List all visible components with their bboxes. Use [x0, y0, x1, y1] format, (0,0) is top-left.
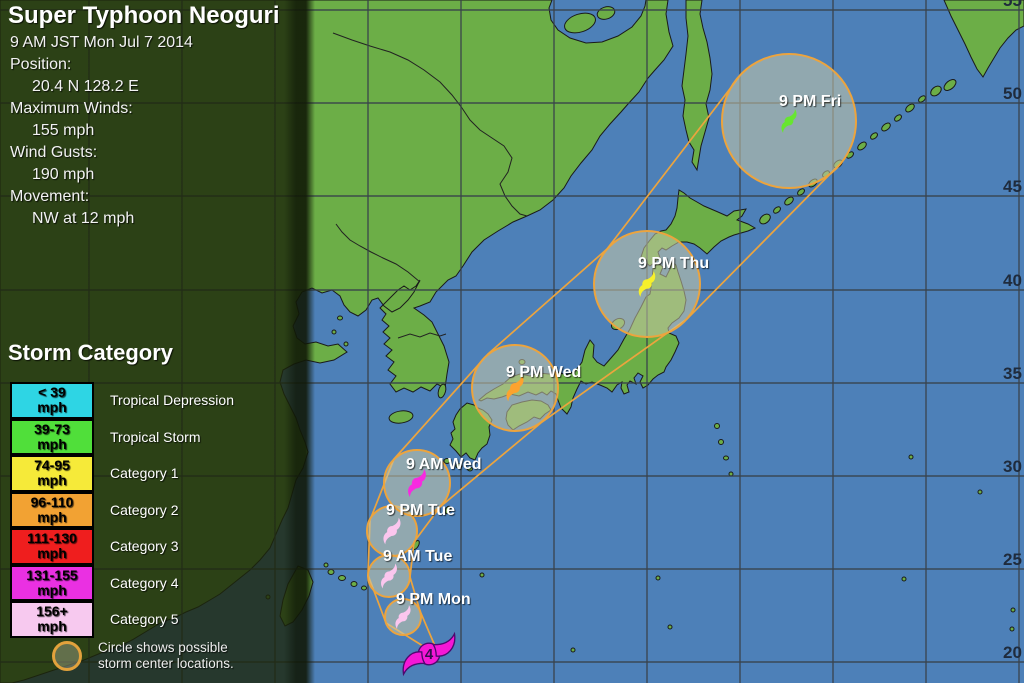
forecast-cone-west-edge [367, 76, 740, 647]
small-islands [265, 6, 1016, 653]
storm-detail-line: 20.4 N 128.2 E [32, 78, 139, 95]
legend-color-swatch: 156+ mph [10, 601, 94, 638]
latitude-label: 55 [1003, 0, 1022, 10]
country-borders [332, 32, 528, 339]
legend-category-label: Category 1 [110, 465, 179, 482]
storm-icons: 4 [381, 109, 797, 683]
legend-category-label: Category 2 [110, 501, 179, 518]
legend-category-label: Category 4 [110, 574, 179, 591]
storm-detail-line: 155 mph [32, 122, 95, 139]
legend-row: 74-95 mph Category 1 [10, 455, 234, 492]
legend-color-swatch: 111-130 mph [10, 528, 94, 565]
storm-title: Super Typhoon Neoguri [8, 2, 280, 29]
legend-row: 131-155 mph Category 4 [10, 564, 234, 601]
legend-row: 156+ mph Category 5 [10, 601, 234, 638]
storm-detail-line: 9 AM JST Mon Jul 7 2014 [10, 34, 193, 51]
legend-row: 39-73 mph Tropical Storm [10, 418, 234, 455]
storm-detail-line: NW at 12 mph [32, 210, 135, 227]
latitude-label: 25 [1003, 550, 1022, 569]
legend-row: < 39 mph Tropical Depression [10, 382, 234, 419]
legend-note-text: Circle shows possible storm center locat… [98, 640, 234, 672]
forecast-cone-east-edge [409, 164, 840, 647]
current-category-number: 4 [425, 646, 434, 663]
legend-row: 96-110 mph Category 2 [10, 491, 234, 528]
legend-note: Circle shows possible storm center locat… [52, 640, 234, 672]
latitude-label: 35 [1003, 364, 1022, 383]
storm-detail-line: Movement: [10, 188, 90, 205]
storm-info-panel: Super Typhoon Neoguri 9 AM JST Mon Jul 7… [0, 0, 322, 683]
legend-color-swatch: 39-73 mph [10, 418, 94, 455]
storm-detail-line: 190 mph [32, 166, 95, 183]
storm-details: 9 AM JST Mon Jul 7 2014 Position: 20.4 N 1… [10, 32, 193, 230]
time-label: 9 AM Wed [406, 456, 482, 473]
latitude-label: 50 [1003, 84, 1022, 103]
peninsula-kamchatka [943, 0, 1024, 78]
latitude-label: 20 [1003, 643, 1022, 662]
legend-category-label: Tropical Storm [110, 428, 201, 445]
storm-detail-line: Position: [10, 56, 72, 73]
legend-row: 111-130 mph Category 3 [10, 528, 234, 565]
legend-note-line2: storm center locations. [98, 656, 234, 671]
legend-color-swatch: 74-95 mph [10, 455, 94, 492]
storm-detail-line: Wind Gusts: [10, 144, 98, 161]
uncertainty-circle-icon [52, 641, 82, 671]
time-label: 9 AM Tue [383, 548, 452, 565]
storm-detail-line: Maximum Winds: [10, 100, 133, 117]
latitude-label: 45 [1003, 177, 1022, 196]
forecast-cone [367, 76, 840, 647]
legend-category-label: Category 5 [110, 611, 179, 628]
legend-color-swatch: < 39 mph [10, 382, 94, 419]
time-labels: 9 PM Mon 9 AM Tue 9 PM Tue 9 AM Wed 9 PM Wed… [383, 93, 841, 608]
legend-color-swatch: 131-155 mph [10, 564, 94, 601]
time-label: 9 PM Thu [638, 255, 709, 272]
legend-title: Storm Category [8, 340, 174, 365]
legend-category-label: Tropical Depression [110, 392, 234, 409]
latitude-label: 30 [1003, 457, 1022, 476]
legend-color-swatch: 96-110 mph [10, 491, 94, 528]
latitude-label: 40 [1003, 271, 1022, 290]
time-label: 9 PM Wed [506, 364, 581, 381]
island-sakhalin [681, 0, 713, 172]
legend-category-label: Category 3 [110, 538, 179, 555]
storm-category-legend: < 39 mph Tropical Depression 39-73 mph Tropic… [10, 382, 234, 638]
time-label: 9 PM Fri [779, 93, 841, 110]
latitude-labels: 55 50 45 40 35 30 25 20 [1003, 0, 1022, 662]
time-label: 9 PM Mon [396, 591, 471, 608]
legend-note-line1: Circle shows possible [98, 640, 228, 655]
time-label: 9 PM Tue [386, 502, 455, 519]
